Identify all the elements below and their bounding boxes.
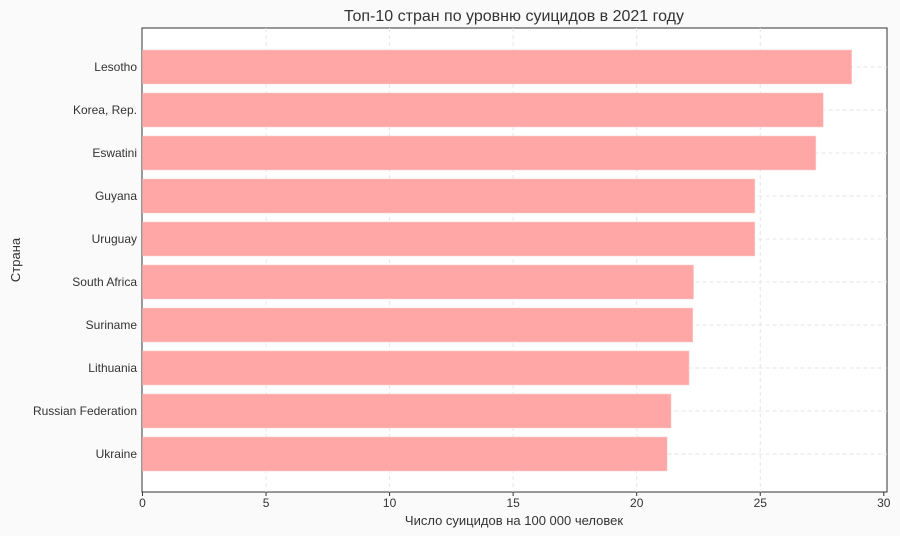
y-tick-label: Eswatini bbox=[92, 146, 137, 160]
y-axis-label: Страна bbox=[8, 237, 23, 282]
bar bbox=[142, 49, 852, 85]
y-tick-label: Guyana bbox=[95, 189, 137, 203]
y-tick-label: Lesotho bbox=[94, 60, 137, 74]
bar bbox=[142, 436, 668, 472]
bar bbox=[142, 350, 690, 386]
y-tick-label: Russian Federation bbox=[33, 404, 137, 418]
y-tick-label: Uruguay bbox=[92, 232, 137, 246]
y-tick-label: Suriname bbox=[86, 318, 138, 332]
y-tick-label: Korea, Rep. bbox=[73, 103, 137, 117]
x-tick-label: 15 bbox=[506, 496, 520, 510]
x-tick-label: 25 bbox=[754, 496, 768, 510]
x-tick-label: 30 bbox=[877, 496, 891, 510]
bar bbox=[142, 135, 817, 171]
bar bbox=[142, 92, 824, 128]
bar bbox=[142, 307, 694, 343]
bar bbox=[142, 221, 756, 257]
x-tick-label: 5 bbox=[263, 496, 270, 510]
x-tick-label: 20 bbox=[630, 496, 644, 510]
y-tick-label: Lithuania bbox=[88, 361, 137, 375]
bar bbox=[142, 264, 694, 300]
bar bbox=[142, 178, 756, 214]
x-axis-label: Число суицидов на 100 000 человек bbox=[405, 513, 623, 528]
y-tick-label: South Africa bbox=[72, 275, 137, 289]
x-tick-label: 0 bbox=[139, 496, 146, 510]
x-tick-label: 10 bbox=[383, 496, 397, 510]
y-tick-label: Ukraine bbox=[96, 447, 138, 461]
chart-title: Топ-10 стран по уровню суицидов в 2021 г… bbox=[344, 8, 684, 25]
bar bbox=[142, 393, 672, 429]
